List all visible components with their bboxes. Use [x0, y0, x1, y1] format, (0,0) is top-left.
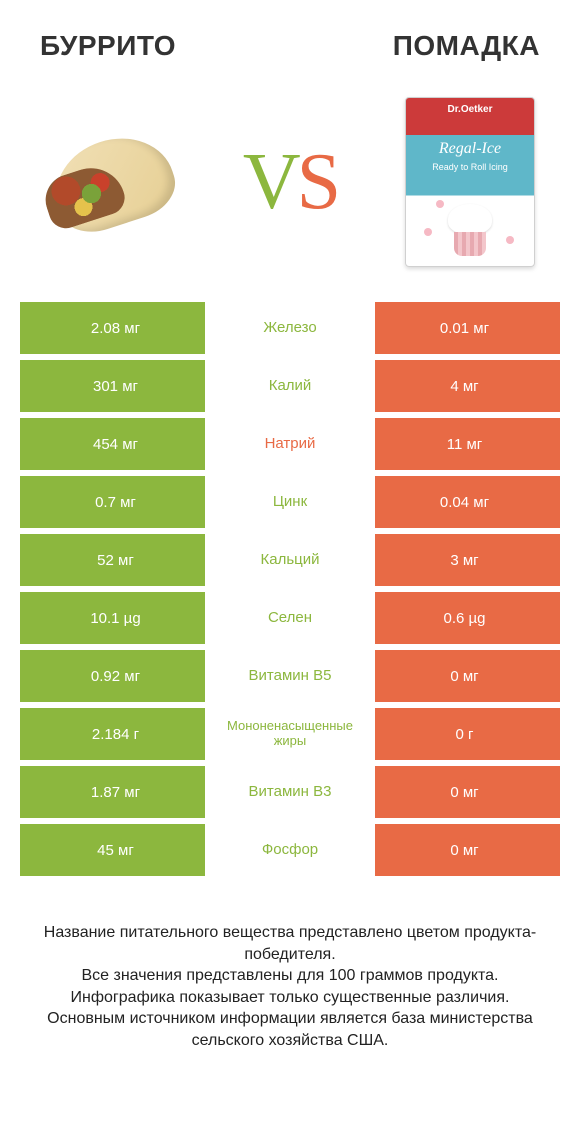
- table-row: 52 мгКальций3 мг: [20, 534, 560, 586]
- vs-label: VS: [243, 137, 337, 228]
- nutrient-label: Витамин B3: [205, 766, 375, 818]
- left-value: 52 мг: [20, 534, 205, 586]
- footer-notes: Название питательного вещества представл…: [0, 882, 580, 1052]
- title-left: БУРРИТО: [40, 30, 176, 62]
- nutrient-label: Витамин B5: [205, 650, 375, 702]
- header: БУРРИТО ПОМАДКА: [0, 0, 580, 72]
- fondant-illustration: Dr.Oetker Regal-Ice Ready to Roll Icing: [405, 97, 535, 267]
- right-value: 0 мг: [375, 824, 560, 876]
- product-image-left: [30, 102, 190, 262]
- comparison-table: 2.08 мгЖелезо0.01 мг 301 мгКалий4 мг 454 м…: [0, 302, 580, 876]
- nutrient-label: Мононенасыщенные жиры: [205, 708, 375, 760]
- left-value: 2.08 мг: [20, 302, 205, 354]
- table-row: 2.184 гМононенасыщенные жиры0 г: [20, 708, 560, 760]
- nutrient-label: Калий: [205, 360, 375, 412]
- right-value: 11 мг: [375, 418, 560, 470]
- vs-s: S: [297, 137, 338, 228]
- fondant-name: Regal-Ice: [406, 140, 534, 158]
- table-row: 10.1 µgСелен0.6 µg: [20, 592, 560, 644]
- table-row: 45 мгФосфор0 мг: [20, 824, 560, 876]
- right-value: 0 г: [375, 708, 560, 760]
- footer-line: Основным источником информации является …: [30, 1008, 550, 1051]
- right-value: 0.6 µg: [375, 592, 560, 644]
- right-value: 0 мг: [375, 766, 560, 818]
- nutrient-label: Кальций: [205, 534, 375, 586]
- nutrient-label: Селен: [205, 592, 375, 644]
- fondant-brand: Dr.Oetker: [447, 104, 492, 115]
- burrito-illustration: [35, 132, 185, 232]
- title-right: ПОМАДКА: [393, 30, 540, 62]
- nutrient-label: Цинк: [205, 476, 375, 528]
- table-row: 0.92 мгВитамин B50 мг: [20, 650, 560, 702]
- left-value: 0.92 мг: [20, 650, 205, 702]
- left-value: 2.184 г: [20, 708, 205, 760]
- footer-line: Инфографика показывает только существенн…: [30, 987, 550, 1009]
- left-value: 10.1 µg: [20, 592, 205, 644]
- left-value: 454 мг: [20, 418, 205, 470]
- table-row: 454 мгНатрий11 мг: [20, 418, 560, 470]
- left-value: 45 мг: [20, 824, 205, 876]
- product-image-right: Dr.Oetker Regal-Ice Ready to Roll Icing: [390, 102, 550, 262]
- table-row: 301 мгКалий4 мг: [20, 360, 560, 412]
- nutrient-label: Фосфор: [205, 824, 375, 876]
- nutrient-label: Железо: [205, 302, 375, 354]
- vs-v: V: [243, 137, 297, 228]
- left-value: 1.87 мг: [20, 766, 205, 818]
- hero: VS Dr.Oetker Regal-Ice Ready to Roll Ici…: [0, 72, 580, 302]
- fondant-sub: Ready to Roll Icing: [406, 162, 534, 172]
- right-value: 4 мг: [375, 360, 560, 412]
- footer-line: Все значения представлены для 100 граммо…: [30, 965, 550, 987]
- footer-line: Название питательного вещества представл…: [30, 922, 550, 965]
- left-value: 301 мг: [20, 360, 205, 412]
- right-value: 0 мг: [375, 650, 560, 702]
- table-row: 2.08 мгЖелезо0.01 мг: [20, 302, 560, 354]
- table-row: 0.7 мгЦинк0.04 мг: [20, 476, 560, 528]
- nutrient-label: Натрий: [205, 418, 375, 470]
- table-row: 1.87 мгВитамин B30 мг: [20, 766, 560, 818]
- right-value: 0.04 мг: [375, 476, 560, 528]
- right-value: 3 мг: [375, 534, 560, 586]
- left-value: 0.7 мг: [20, 476, 205, 528]
- right-value: 0.01 мг: [375, 302, 560, 354]
